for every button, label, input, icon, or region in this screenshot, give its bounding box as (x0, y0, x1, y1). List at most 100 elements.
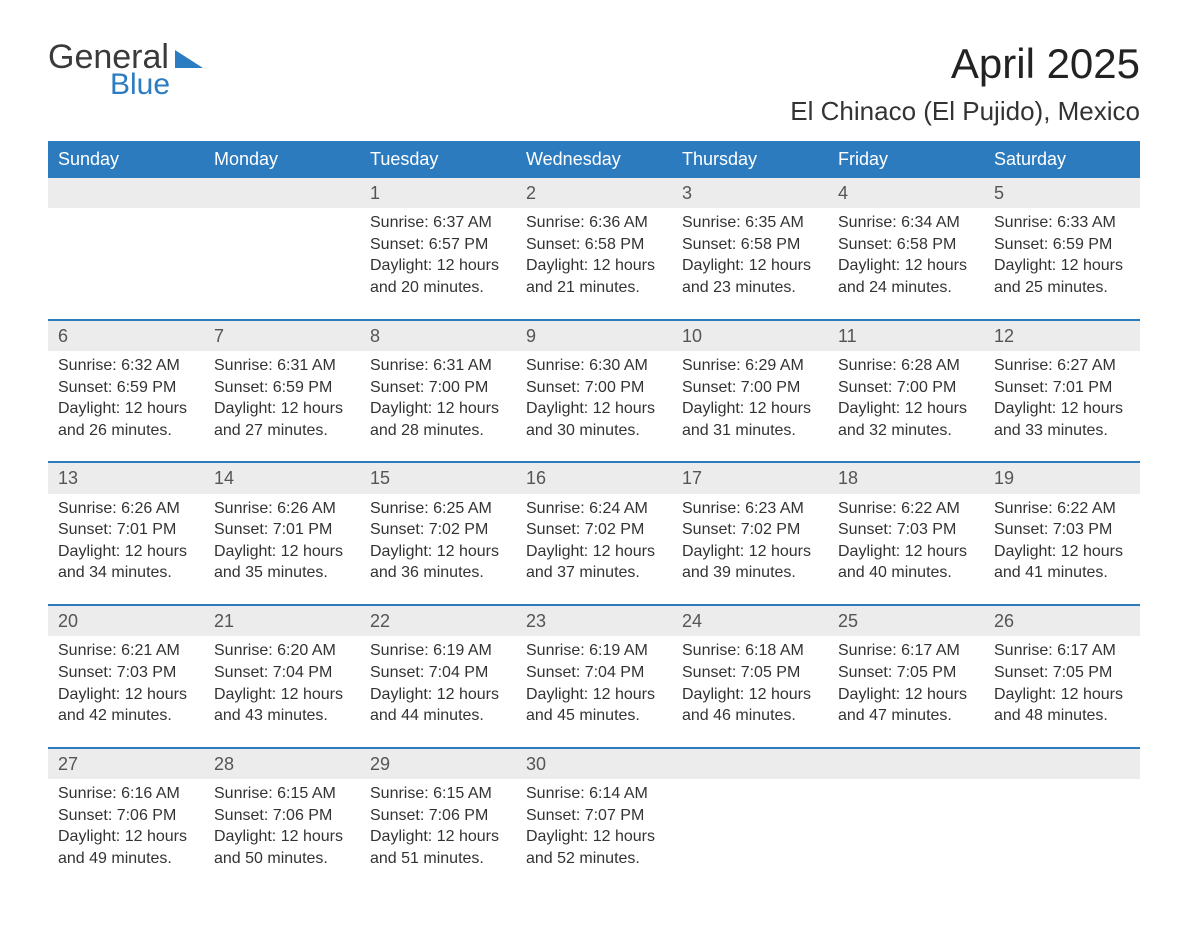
day-daylight2: and 52 minutes. (526, 848, 662, 870)
day-daylight2: and 51 minutes. (370, 848, 506, 870)
day-sunrise: Sunrise: 6:23 AM (682, 498, 818, 520)
day-daylight1: Daylight: 12 hours (214, 398, 350, 420)
day-number: 19 (984, 463, 1140, 493)
day-sunset: Sunset: 7:04 PM (214, 662, 350, 684)
day-body: Sunrise: 6:35 AMSunset: 6:58 PMDaylight:… (672, 208, 828, 298)
day-sunrise: Sunrise: 6:20 AM (214, 640, 350, 662)
day-sunrise: Sunrise: 6:16 AM (58, 783, 194, 805)
day-body: Sunrise: 6:20 AMSunset: 7:04 PMDaylight:… (204, 636, 360, 726)
day-daylight1: Daylight: 12 hours (526, 398, 662, 420)
day-body: Sunrise: 6:16 AMSunset: 7:06 PMDaylight:… (48, 779, 204, 869)
day-sunrise: Sunrise: 6:30 AM (526, 355, 662, 377)
day-number: 14 (204, 463, 360, 493)
day-daylight1: Daylight: 12 hours (994, 684, 1130, 706)
day-daylight2: and 32 minutes. (838, 420, 974, 442)
day-body: Sunrise: 6:29 AMSunset: 7:00 PMDaylight:… (672, 351, 828, 441)
day-body: Sunrise: 6:17 AMSunset: 7:05 PMDaylight:… (984, 636, 1140, 726)
day-daylight1: Daylight: 12 hours (214, 826, 350, 848)
day-sunrise: Sunrise: 6:15 AM (214, 783, 350, 805)
weekday-header: Tuesday (360, 141, 516, 178)
day-sunrise: Sunrise: 6:26 AM (58, 498, 194, 520)
day-daylight1: Daylight: 12 hours (58, 398, 194, 420)
day-sunrise: Sunrise: 6:34 AM (838, 212, 974, 234)
day-sunset: Sunset: 6:59 PM (58, 377, 194, 399)
day-body: Sunrise: 6:21 AMSunset: 7:03 PMDaylight:… (48, 636, 204, 726)
calendar-day-cell (48, 178, 204, 299)
day-number: 22 (360, 606, 516, 636)
day-sunset: Sunset: 7:05 PM (994, 662, 1130, 684)
day-daylight2: and 42 minutes. (58, 705, 194, 727)
day-number: 18 (828, 463, 984, 493)
day-sunset: Sunset: 7:03 PM (58, 662, 194, 684)
day-body: Sunrise: 6:27 AMSunset: 7:01 PMDaylight:… (984, 351, 1140, 441)
flag-icon (175, 50, 203, 72)
day-number: 5 (984, 178, 1140, 208)
brand-logo: General Blue (48, 40, 203, 100)
calendar-day-cell: 4Sunrise: 6:34 AMSunset: 6:58 PMDaylight… (828, 178, 984, 299)
day-body (828, 779, 984, 783)
day-number: 3 (672, 178, 828, 208)
day-number: 4 (828, 178, 984, 208)
day-number: 25 (828, 606, 984, 636)
calendar-day-cell: 18Sunrise: 6:22 AMSunset: 7:03 PMDayligh… (828, 463, 984, 584)
calendar-day-cell: 12Sunrise: 6:27 AMSunset: 7:01 PMDayligh… (984, 321, 1140, 442)
day-daylight1: Daylight: 12 hours (994, 255, 1130, 277)
calendar-day-cell: 3Sunrise: 6:35 AMSunset: 6:58 PMDaylight… (672, 178, 828, 299)
day-sunrise: Sunrise: 6:25 AM (370, 498, 506, 520)
day-sunset: Sunset: 7:06 PM (58, 805, 194, 827)
day-body: Sunrise: 6:26 AMSunset: 7:01 PMDaylight:… (48, 494, 204, 584)
day-body (672, 779, 828, 783)
day-sunrise: Sunrise: 6:24 AM (526, 498, 662, 520)
day-body: Sunrise: 6:32 AMSunset: 6:59 PMDaylight:… (48, 351, 204, 441)
day-sunrise: Sunrise: 6:22 AM (838, 498, 974, 520)
day-daylight2: and 25 minutes. (994, 277, 1130, 299)
day-number: 6 (48, 321, 204, 351)
day-number (48, 178, 204, 208)
calendar-day-cell: 25Sunrise: 6:17 AMSunset: 7:05 PMDayligh… (828, 606, 984, 727)
calendar-day-cell: 14Sunrise: 6:26 AMSunset: 7:01 PMDayligh… (204, 463, 360, 584)
calendar-day-cell: 27Sunrise: 6:16 AMSunset: 7:06 PMDayligh… (48, 749, 204, 870)
day-daylight1: Daylight: 12 hours (370, 255, 506, 277)
calendar-week: 13Sunrise: 6:26 AMSunset: 7:01 PMDayligh… (48, 461, 1140, 584)
day-daylight2: and 41 minutes. (994, 562, 1130, 584)
day-sunrise: Sunrise: 6:28 AM (838, 355, 974, 377)
calendar-day-cell: 7Sunrise: 6:31 AMSunset: 6:59 PMDaylight… (204, 321, 360, 442)
day-body: Sunrise: 6:18 AMSunset: 7:05 PMDaylight:… (672, 636, 828, 726)
day-number: 9 (516, 321, 672, 351)
day-number: 16 (516, 463, 672, 493)
day-number: 8 (360, 321, 516, 351)
day-number: 10 (672, 321, 828, 351)
day-body: Sunrise: 6:22 AMSunset: 7:03 PMDaylight:… (828, 494, 984, 584)
day-number (828, 749, 984, 779)
weekday-header-row: SundayMondayTuesdayWednesdayThursdayFrid… (48, 141, 1140, 178)
day-sunrise: Sunrise: 6:19 AM (370, 640, 506, 662)
day-body: Sunrise: 6:23 AMSunset: 7:02 PMDaylight:… (672, 494, 828, 584)
day-sunrise: Sunrise: 6:22 AM (994, 498, 1130, 520)
day-daylight2: and 30 minutes. (526, 420, 662, 442)
day-daylight1: Daylight: 12 hours (838, 684, 974, 706)
day-daylight2: and 50 minutes. (214, 848, 350, 870)
day-daylight2: and 39 minutes. (682, 562, 818, 584)
month-title: April 2025 (790, 40, 1140, 88)
day-sunset: Sunset: 6:59 PM (214, 377, 350, 399)
day-daylight1: Daylight: 12 hours (994, 541, 1130, 563)
calendar-day-cell: 23Sunrise: 6:19 AMSunset: 7:04 PMDayligh… (516, 606, 672, 727)
calendar-day-cell (828, 749, 984, 870)
location-subtitle: El Chinaco (El Pujido), Mexico (790, 96, 1140, 127)
day-sunset: Sunset: 6:59 PM (994, 234, 1130, 256)
day-sunset: Sunset: 7:00 PM (526, 377, 662, 399)
day-daylight1: Daylight: 12 hours (526, 255, 662, 277)
day-sunset: Sunset: 7:01 PM (994, 377, 1130, 399)
day-sunrise: Sunrise: 6:31 AM (214, 355, 350, 377)
weekday-header: Friday (828, 141, 984, 178)
day-sunset: Sunset: 7:02 PM (526, 519, 662, 541)
calendar-day-cell: 28Sunrise: 6:15 AMSunset: 7:06 PMDayligh… (204, 749, 360, 870)
calendar-day-cell: 5Sunrise: 6:33 AMSunset: 6:59 PMDaylight… (984, 178, 1140, 299)
day-sunrise: Sunrise: 6:37 AM (370, 212, 506, 234)
day-sunrise: Sunrise: 6:15 AM (370, 783, 506, 805)
day-daylight2: and 49 minutes. (58, 848, 194, 870)
day-daylight2: and 21 minutes. (526, 277, 662, 299)
calendar-day-cell: 2Sunrise: 6:36 AMSunset: 6:58 PMDaylight… (516, 178, 672, 299)
calendar-day-cell (672, 749, 828, 870)
calendar-day-cell: 22Sunrise: 6:19 AMSunset: 7:04 PMDayligh… (360, 606, 516, 727)
